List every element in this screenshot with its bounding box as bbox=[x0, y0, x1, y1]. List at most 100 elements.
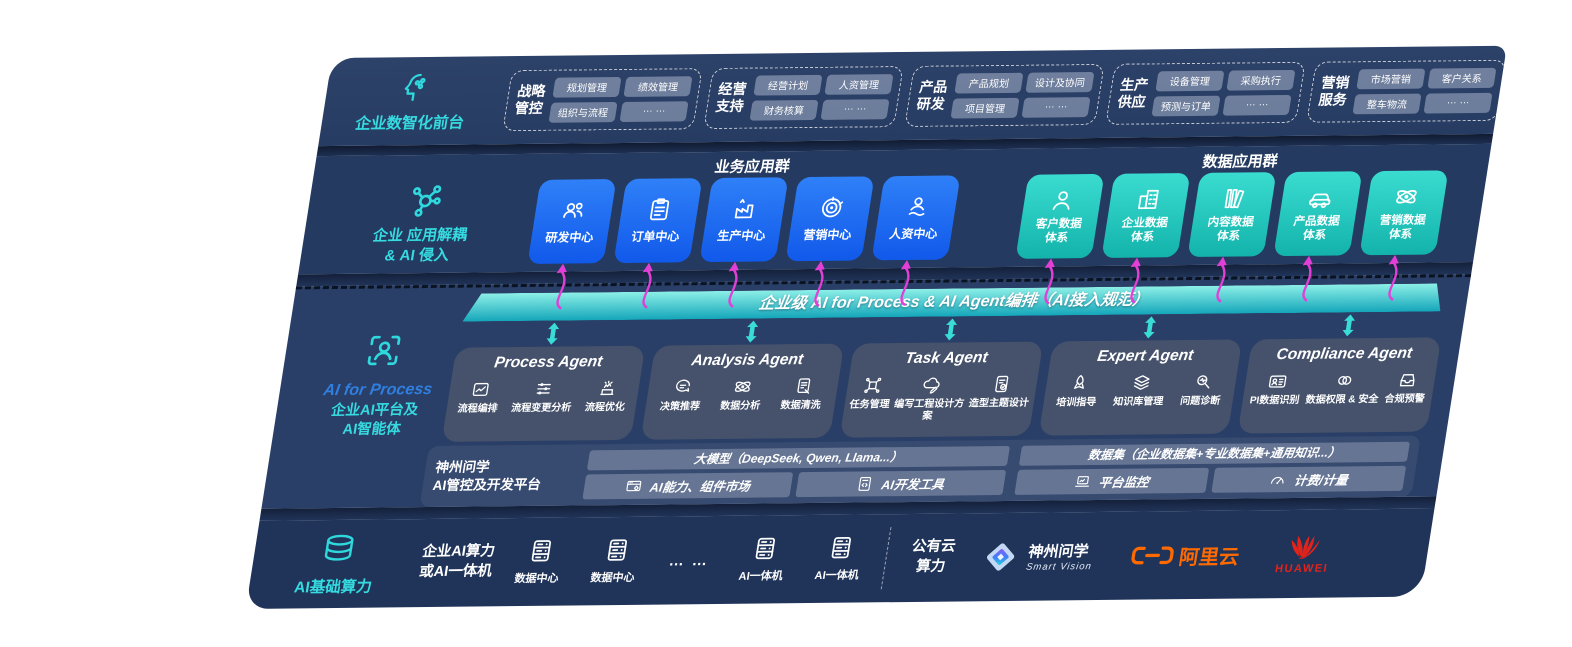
tablet-check-icon bbox=[990, 374, 1013, 394]
rocket-icon bbox=[1068, 373, 1091, 393]
window-gear-icon bbox=[624, 478, 644, 495]
group-title: 生产 供应 bbox=[1116, 76, 1150, 110]
agent-item: 培训指导 bbox=[1055, 373, 1101, 409]
brain-head-icon bbox=[396, 69, 435, 103]
group-chip: 项目管理 bbox=[950, 97, 1020, 119]
atom-icon bbox=[1391, 183, 1421, 209]
platform-label: 神州问学 AI管控及开发平台 bbox=[431, 459, 543, 493]
doc-code-icon bbox=[855, 475, 875, 492]
data-app-box: 内容数据 体系 bbox=[1187, 172, 1277, 303]
chat-icon bbox=[671, 377, 694, 397]
smartvision-diamond-icon bbox=[987, 543, 1015, 571]
rings-icon bbox=[1333, 370, 1356, 390]
agent-column: Process Agent 流程编排 流程变更分析 流程优化 bbox=[441, 322, 649, 442]
data-app-box: 营销数据 体系 bbox=[1359, 170, 1449, 301]
id-card-icon bbox=[1266, 371, 1289, 391]
group-chip: 整车物流 bbox=[1352, 93, 1422, 114]
sliders-icon bbox=[533, 379, 556, 399]
agent-item: 知识库管理 bbox=[1112, 372, 1168, 408]
group-chip: 人资管理 bbox=[824, 73, 894, 95]
server-icon bbox=[750, 535, 780, 561]
group-chips: 市场营销 客户关系 整车物流 … … bbox=[1352, 67, 1497, 114]
data-app-box: 产品数据 体系 bbox=[1273, 171, 1363, 302]
scan-person-icon bbox=[361, 330, 407, 370]
group-chips: 经营计划 人资管理 财务核算 … … bbox=[749, 73, 894, 121]
group-strategy: 战略 管控 规划管理 绩效管理 组织与流程 … … bbox=[502, 67, 703, 131]
flow-arrow bbox=[814, 260, 825, 307]
models-bar: 大模型（DeepSeek, Qwen, Llama...） bbox=[586, 445, 1010, 471]
server-icon bbox=[602, 537, 632, 563]
flow-arrow bbox=[642, 262, 653, 309]
front-office-label: 企业数智化前台 bbox=[324, 69, 502, 134]
billing-cell: 计费/计量 bbox=[1211, 465, 1407, 493]
person-icon bbox=[1047, 187, 1077, 213]
front-office-band: 企业数智化前台 战略 管控 规划管理 绩效管理 组织与流程 … … 经营 支持 经营… bbox=[318, 45, 1507, 147]
group-chip: … … bbox=[1222, 94, 1292, 116]
agent-item: 流程变更分析 bbox=[510, 378, 576, 414]
data-apps-header: 数据应用群 bbox=[1201, 153, 1279, 171]
business-app-box: 生产中心 bbox=[699, 177, 789, 308]
cloud-pen-icon bbox=[921, 375, 944, 395]
group-operations: 经营 支持 经营计划 人资管理 财务核算 … … bbox=[703, 65, 904, 129]
server-icon bbox=[526, 538, 556, 564]
models-panel: 大模型（DeepSeek, Qwen, Llama...） AI能力、组件市场 … bbox=[582, 445, 1010, 500]
agent-item: 问题诊断 bbox=[1179, 372, 1225, 408]
perspective-stage: 企业数智化前台 战略 管控 规划管理 绩效管理 组织与流程 … … 经营 支持 经营… bbox=[245, 45, 1507, 609]
agent-item: PI数据识别 bbox=[1249, 371, 1304, 407]
flow-arrow bbox=[1388, 254, 1399, 301]
agent-item: 决策推荐 bbox=[659, 377, 705, 413]
group-chip: 组织与流程 bbox=[548, 101, 618, 123]
group-chip: … … bbox=[820, 98, 890, 120]
aliyun-logo: 阿里云 bbox=[1129, 540, 1242, 570]
group-chip: 绩效管理 bbox=[623, 75, 693, 97]
people-wave-icon bbox=[903, 194, 933, 220]
gauge-icon bbox=[1268, 471, 1288, 488]
agent-item: 合规预警 bbox=[1384, 370, 1430, 406]
business-app-box: 订单中心 bbox=[613, 178, 703, 309]
clipboard-icon bbox=[645, 196, 675, 222]
compliance-agent-card: Compliance Agent PI数据识别 数据权限 & 安全 合规预警 bbox=[1237, 337, 1442, 434]
doc-clean-icon bbox=[792, 376, 815, 396]
factory-icon bbox=[731, 196, 761, 222]
agent-column: Compliance Agent PI数据识别 数据权限 & 安全 合规预警 bbox=[1237, 313, 1445, 434]
business-app-box: 人资中心 bbox=[871, 175, 961, 307]
datasets-bar: 数据集（企业数据集+专业数据集+通用知识...） bbox=[1018, 441, 1410, 466]
double-arrow-icon bbox=[1340, 314, 1358, 336]
flow-arrow bbox=[1044, 258, 1055, 305]
double-arrow-icon bbox=[942, 318, 960, 340]
group-chip: 设计及协同 bbox=[1025, 71, 1095, 93]
agents-row: Process Agent 流程编排 流程变更分析 流程优化 Analysis … bbox=[441, 313, 1445, 442]
task-grid-icon bbox=[861, 375, 884, 395]
aliyun-bracket-icon bbox=[1131, 546, 1174, 565]
layers-icon bbox=[1130, 372, 1153, 392]
group-chips: 设备管理 采购执行 预测与订单 … … bbox=[1151, 69, 1296, 116]
group-chip: 预测与订单 bbox=[1151, 95, 1221, 116]
group-chip: 客户关系 bbox=[1427, 67, 1497, 89]
compute-nodes: 数据中心 数据中心 … … AI一体机 AI一体机 bbox=[513, 534, 865, 586]
server-icon bbox=[826, 535, 856, 561]
ai-capability-cell: AI能力、组件市场 bbox=[582, 472, 794, 500]
agent-item: 数据权限 & 安全 bbox=[1305, 370, 1383, 406]
group-chip: 市场营销 bbox=[1356, 68, 1426, 89]
task-agent-card: Task Agent 任务管理 编写工程设计方案 造型主题设计 bbox=[839, 341, 1044, 438]
enterprise-compute-label: 企业AI算力 或AI一体机 bbox=[417, 543, 497, 581]
group-product-rd: 产品 研发 产品规划 设计及协同 项目管理 … … bbox=[904, 63, 1105, 127]
agent-item: 编写工程设计方案 bbox=[888, 374, 971, 422]
datasets-panel: 数据集（企业数据集+专业数据集+通用知识...） 平台监控 计费/计量 bbox=[1013, 441, 1410, 495]
flow-arrow bbox=[728, 261, 739, 308]
diagnose-icon bbox=[1192, 372, 1215, 392]
laptop-chart-icon bbox=[1073, 473, 1093, 490]
decouple-label: 企业 应用解耦 & AI 侵入 bbox=[325, 180, 518, 268]
agent-item: 流程编排 bbox=[457, 379, 503, 415]
agent-item: 数据分析 bbox=[719, 376, 765, 412]
datacenter-node: 数据中心 bbox=[589, 537, 641, 586]
chart-box-icon bbox=[469, 379, 492, 399]
platform-card: 神州问学 AI管控及开发平台 大模型（DeepSeek, Qwen, Llama… bbox=[419, 435, 1421, 508]
platform-monitor-cell: 平台监控 bbox=[1013, 467, 1209, 495]
business-app-box: 营销中心 bbox=[785, 176, 875, 307]
double-arrow-icon bbox=[544, 323, 562, 345]
flow-arrow bbox=[556, 263, 567, 310]
public-cloud-label: 公有云 算力 bbox=[910, 538, 957, 575]
smartvision-logo: 神州问学 Smart Vision bbox=[979, 537, 1097, 576]
